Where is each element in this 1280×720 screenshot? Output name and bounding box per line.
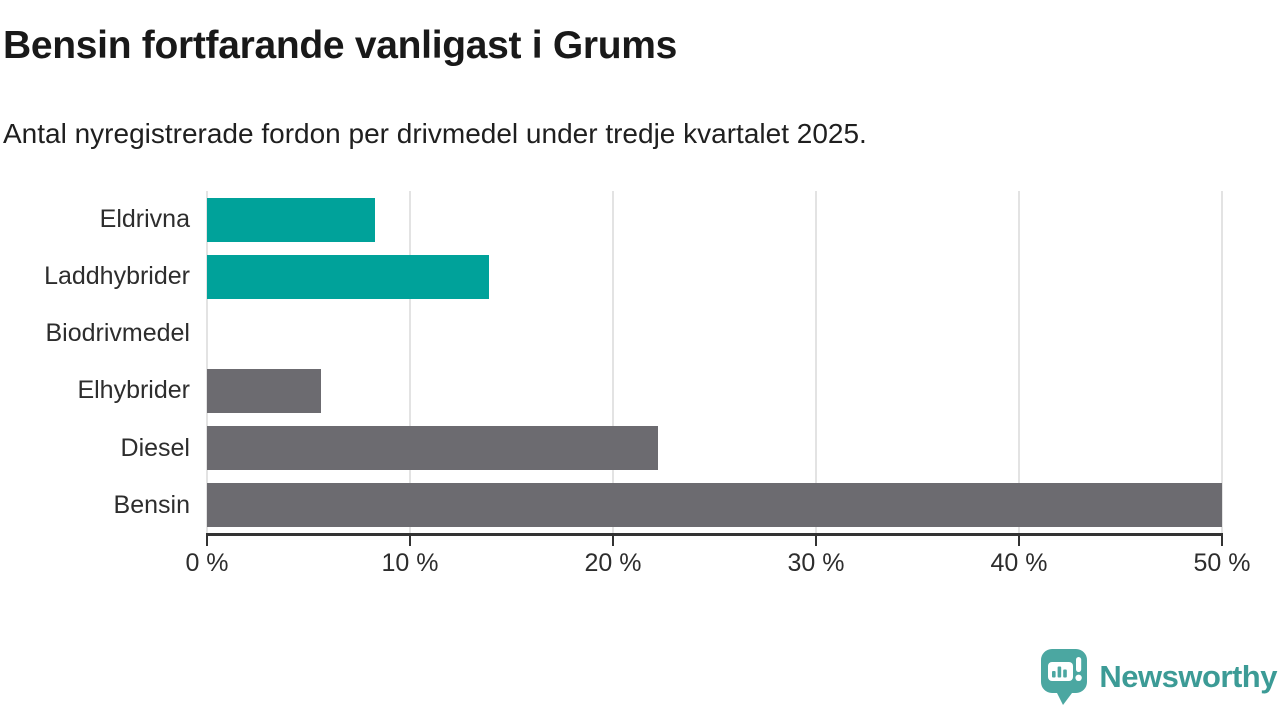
x-axis-tick-10 bbox=[409, 533, 411, 546]
chart-title: Bensin fortfarande vanligast i Grums bbox=[3, 24, 678, 67]
x-axis-tick-label: 10 % bbox=[381, 549, 439, 577]
category-label-bensin: Bensin bbox=[113, 490, 190, 519]
bar-bensin bbox=[207, 483, 1222, 528]
x-axis-tick-30 bbox=[815, 533, 817, 546]
x-axis-tick-20 bbox=[612, 533, 614, 546]
category-label-biodrivmedel: Biodrivmedel bbox=[45, 319, 190, 348]
category-label-eldrivna: Eldrivna bbox=[99, 205, 190, 233]
category-label-elhybrider: Elhybrider bbox=[77, 376, 190, 405]
newsworthy-logo-icon bbox=[1041, 649, 1088, 705]
x-axis-tick-50 bbox=[1221, 533, 1223, 546]
x-axis-tick-40 bbox=[1018, 533, 1020, 546]
category-label-diesel: Diesel bbox=[120, 433, 190, 462]
x-axis-baseline bbox=[207, 533, 1223, 536]
newsworthy-logo: Newsworthy bbox=[1040, 648, 1277, 706]
x-axis-tick-label: 50 % bbox=[1193, 549, 1251, 577]
bar-diesel bbox=[207, 426, 658, 471]
bar-eldrivna bbox=[207, 197, 376, 242]
gridline-20 bbox=[612, 191, 614, 534]
gridline-50 bbox=[1221, 191, 1223, 534]
gridline-40 bbox=[1018, 191, 1020, 534]
chart-subtitle: Antal nyregistrerade fordon per drivmede… bbox=[3, 118, 867, 149]
y-axis-category-labels: Eldrivna Laddhybrider Biodrivmedel Elhybrid… bbox=[0, 191, 190, 534]
bar-elhybrider bbox=[207, 369, 321, 414]
plot-area bbox=[206, 191, 1223, 534]
gridline-0 bbox=[206, 191, 208, 534]
x-axis-tick-label: 0 % bbox=[185, 549, 229, 577]
gridline-30 bbox=[815, 191, 817, 534]
gridline-10 bbox=[409, 191, 411, 534]
bar-laddhybrider bbox=[207, 254, 490, 299]
newsworthy-logo-text: Newsworthy bbox=[1099, 659, 1277, 694]
x-axis-tick-label: 30 % bbox=[787, 549, 845, 577]
category-label-laddhybrider: Laddhybrider bbox=[44, 262, 190, 291]
x-axis-tick-label: 20 % bbox=[584, 549, 642, 577]
x-axis-tick-0 bbox=[206, 533, 208, 546]
x-axis-tick-label: 40 % bbox=[990, 549, 1048, 577]
